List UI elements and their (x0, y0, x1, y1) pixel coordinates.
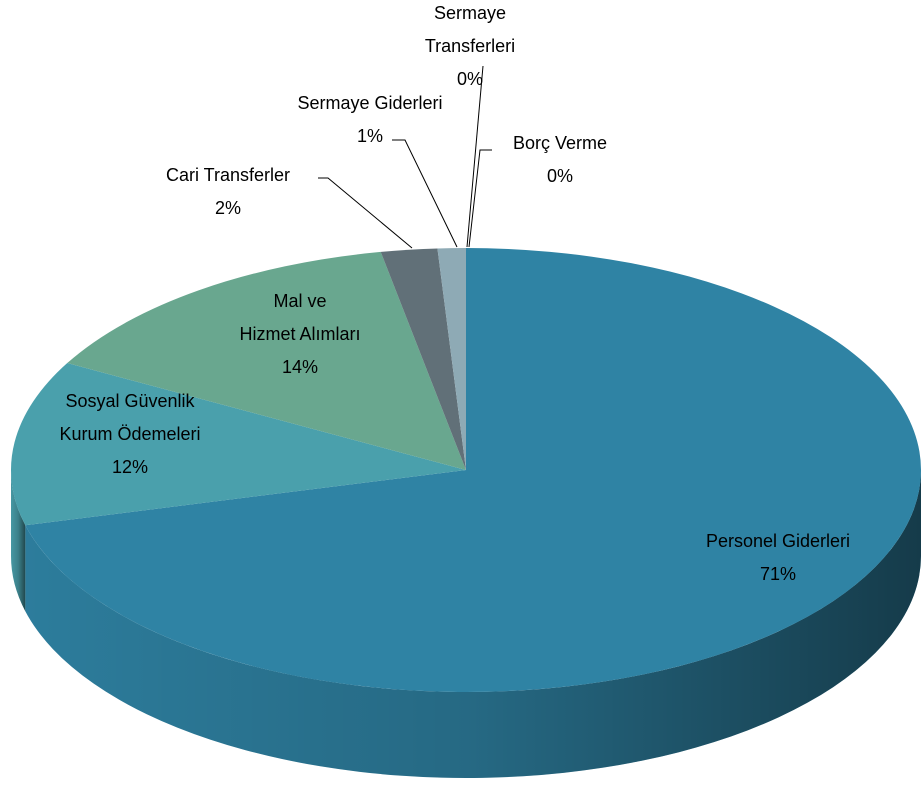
slice (67, 251, 467, 470)
value-label: 1% (357, 126, 383, 146)
slice-side-shade (11, 470, 26, 612)
value-label: 12% (112, 457, 148, 477)
slice-label: Sermaye Transferleri (425, 3, 515, 56)
slice (437, 248, 466, 470)
labels: Personel Giderleri 71% Sosyal Güvenlik Kuru… (59, 3, 850, 584)
value-label: 2% (215, 198, 241, 218)
value-label: 71% (760, 564, 796, 584)
leader-line (318, 177, 413, 249)
slice-label: Sermaye Giderleri (297, 93, 442, 113)
slice-label: Borç Verme (513, 133, 607, 153)
pie-tops (11, 248, 921, 692)
leader-line (466, 65, 484, 248)
slice-side-shade (25, 470, 921, 778)
slice-label: Sosyal Güvenlik Kurum Ödemeleri (59, 391, 200, 444)
value-label: 14% (282, 357, 318, 377)
pie-sides (11, 470, 921, 778)
value-label: 0% (457, 69, 483, 89)
slice-label: Cari Transferler (166, 165, 290, 185)
slice (11, 363, 466, 526)
slice-label: Personel Giderleri (706, 531, 850, 551)
slice-label: Mal ve Hizmet Alımları (239, 291, 360, 344)
leader-line (392, 139, 458, 248)
slice (25, 248, 921, 692)
value-label: 0% (547, 166, 573, 186)
leader-line (468, 149, 492, 248)
slice (380, 248, 466, 470)
